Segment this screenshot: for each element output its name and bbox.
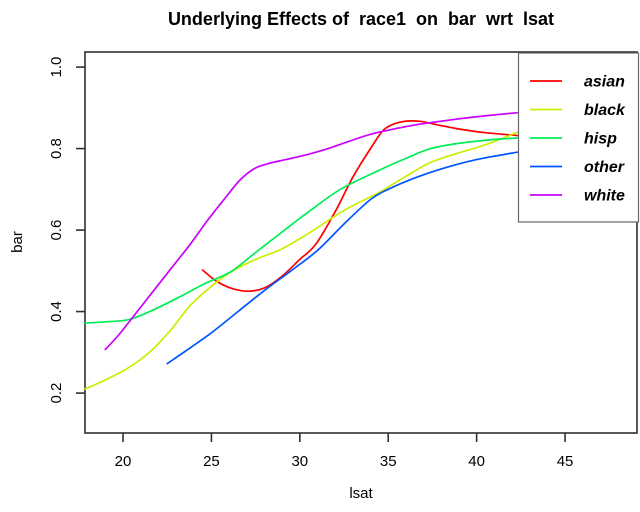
legend-label-other: other: [584, 159, 625, 176]
x-tick-label: 40: [468, 453, 485, 470]
y-tick-label: 0.6: [48, 220, 65, 241]
x-tick-label: 20: [115, 453, 132, 470]
plot-box: [84, 51, 638, 434]
x-tick-label: 25: [203, 453, 220, 470]
legend-label-white: white: [584, 188, 625, 205]
series-hisp-line: [84, 137, 519, 324]
legend-label-hisp: hisp: [584, 131, 617, 148]
plot-area: 20 25 30 35 40 45 0.2 0.4 0.6 0.8 1.0: [48, 51, 638, 470]
y-tick-label: 0.8: [48, 138, 65, 159]
x-tick-label: 45: [557, 453, 574, 470]
x-axis-label: lsat: [349, 485, 373, 502]
y-tick-label: 1.0: [48, 57, 65, 78]
legend-label-black: black: [584, 102, 626, 119]
y-tick-label: 0.4: [48, 301, 65, 322]
y-tick-label: 0.2: [48, 383, 65, 404]
chart-title: Underlying Effects of race1 on bar wrt l…: [168, 9, 554, 29]
series-other-line: [166, 151, 519, 365]
legend: asian black hisp other white: [517, 52, 640, 223]
y-axis-label: bar: [9, 231, 26, 253]
legend-label-asian: asian: [584, 74, 625, 91]
series-black-line: [84, 131, 519, 390]
x-tick-label: 30: [291, 453, 308, 470]
x-tick-label: 35: [380, 453, 397, 470]
series-asian-line: [201, 119, 519, 293]
series-white-line: [104, 111, 519, 351]
